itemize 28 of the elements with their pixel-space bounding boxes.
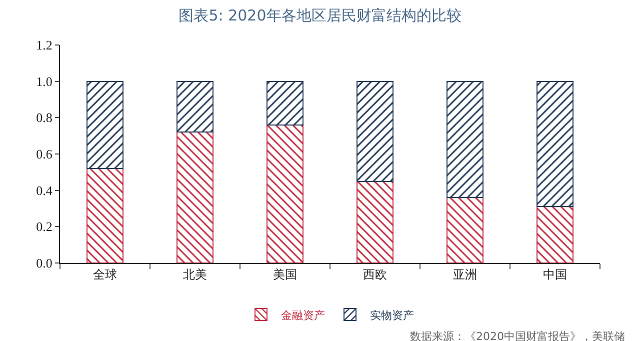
bar: [446, 197, 484, 263]
x-tick-label: 全球: [93, 267, 117, 282]
chart-title: 图表5: 2020年各地区居民财富结构的比较: [178, 6, 462, 25]
bar: [266, 124, 304, 263]
text: 金融资产: [281, 308, 325, 322]
x-tick-label: 西欧: [363, 267, 387, 282]
bar: [356, 80, 394, 182]
y-tick-label: 0.2: [36, 219, 52, 234]
bar: [86, 168, 124, 263]
bar: [176, 80, 214, 133]
y-tick-label: 0.8: [36, 110, 52, 126]
bar: [86, 80, 124, 170]
x-tick-label: 中国: [543, 267, 567, 282]
x-tick-label: 美国: [273, 267, 297, 282]
y-tick-label: 1.0: [36, 74, 52, 89]
x-tick-label: 北美: [183, 267, 207, 282]
bar: [266, 80, 304, 126]
y-tick-label: 0.6: [36, 146, 53, 162]
bar: [446, 80, 484, 198]
bar: [356, 180, 394, 263]
bar: [176, 132, 214, 263]
text: 实物资产: [370, 308, 414, 322]
bar: [536, 206, 574, 263]
y-tick-label: 1.2: [36, 38, 52, 53]
y-tick-label: 0.4: [36, 182, 53, 198]
x-tick-label: 亚洲: [453, 267, 477, 282]
y-tick-label: 0.0: [36, 256, 52, 271]
bar: [536, 80, 574, 208]
